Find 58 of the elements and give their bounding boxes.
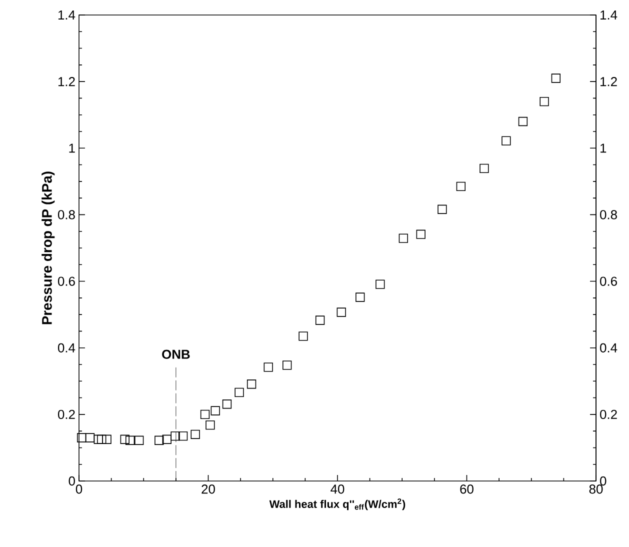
- point: [170, 431, 180, 441]
- point: [234, 388, 244, 398]
- point: [480, 164, 489, 174]
- point: [210, 406, 220, 416]
- point: [246, 380, 256, 389]
- y-tick-label: 0.6: [58, 276, 75, 286]
- y2-tick-label: 1.4: [600, 10, 618, 20]
- point: [264, 362, 273, 372]
- point: [200, 410, 210, 420]
- x-tick-label: 20: [202, 484, 215, 494]
- point: [190, 430, 200, 439]
- y-tick-label: 1: [69, 144, 75, 153]
- y2-tick-label: 0: [600, 476, 606, 486]
- y-tick-label: 0.4: [58, 343, 76, 352]
- y-tick-label: 0: [68, 476, 75, 486]
- point: [336, 308, 346, 317]
- point: [178, 431, 188, 441]
- point: [97, 434, 106, 444]
- y-tick-label: 0.2: [58, 410, 75, 420]
- point: [134, 436, 144, 445]
- point: [282, 360, 292, 370]
- point: [398, 234, 408, 243]
- point: [77, 433, 86, 442]
- x-tick-label: 60: [460, 484, 474, 494]
- point: [162, 434, 172, 444]
- point: [376, 280, 385, 289]
- point: [456, 182, 466, 191]
- point: [125, 436, 135, 445]
- y2-tick-label: 0.4: [600, 343, 618, 352]
- point: [120, 434, 130, 444]
- point: [206, 420, 215, 430]
- point: [222, 400, 232, 409]
- y2-tick-label: 1.2: [600, 77, 617, 86]
- ref-line-label: ONB: [162, 350, 190, 359]
- x-axis-title: Wall heat flux q''$_{eff}$(W/cm$^{2}$): [269, 498, 406, 510]
- point: [551, 74, 561, 83]
- point: [540, 96, 549, 106]
- point: [315, 316, 325, 325]
- point: [298, 332, 308, 341]
- y-tick-label: 1.2: [58, 77, 75, 86]
- x-tick-label: 0: [76, 484, 82, 494]
- x-tick-label: 40: [330, 484, 344, 494]
- point: [518, 116, 528, 126]
- y2-tick-label: 0.8: [600, 210, 617, 220]
- point: [154, 436, 164, 445]
- point: [502, 136, 511, 146]
- point: [356, 292, 365, 302]
- point: [438, 204, 447, 214]
- y2-tick-label: 1: [600, 144, 606, 153]
- x-tick-label: 80: [589, 484, 603, 494]
- y2-tick-label: 0.2: [600, 410, 617, 420]
- y-tick-label: 0.8: [58, 210, 75, 220]
- point: [102, 434, 112, 444]
- y-tick-label: 1.4: [58, 10, 76, 20]
- point: [85, 433, 95, 442]
- y2-tick-label: 0.6: [600, 276, 617, 286]
- y-axis-title: Pressure drop dP (kPa): [42, 172, 55, 324]
- point: [416, 230, 426, 239]
